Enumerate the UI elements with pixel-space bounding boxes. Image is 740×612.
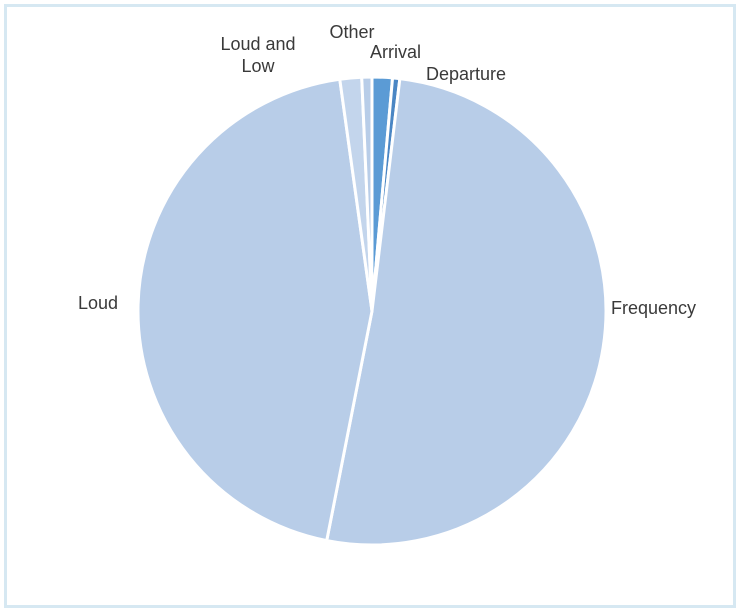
pie-slice-frequency xyxy=(325,77,608,547)
pie-slice-loud xyxy=(136,77,374,543)
pie-label-loud: Loud xyxy=(78,293,118,313)
pie-label-loud-and-low: Loud and Low xyxy=(220,34,295,76)
pie-label-other: Other xyxy=(329,22,374,42)
pie-slices xyxy=(136,75,608,547)
pie-label-frequency: Frequency xyxy=(611,298,696,318)
pie-label-arrival: Arrival xyxy=(370,42,421,62)
pie-slice-other xyxy=(360,75,374,313)
pie-label-departure: Departure xyxy=(426,64,506,84)
